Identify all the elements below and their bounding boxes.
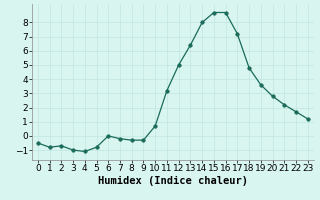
X-axis label: Humidex (Indice chaleur): Humidex (Indice chaleur): [98, 176, 248, 186]
